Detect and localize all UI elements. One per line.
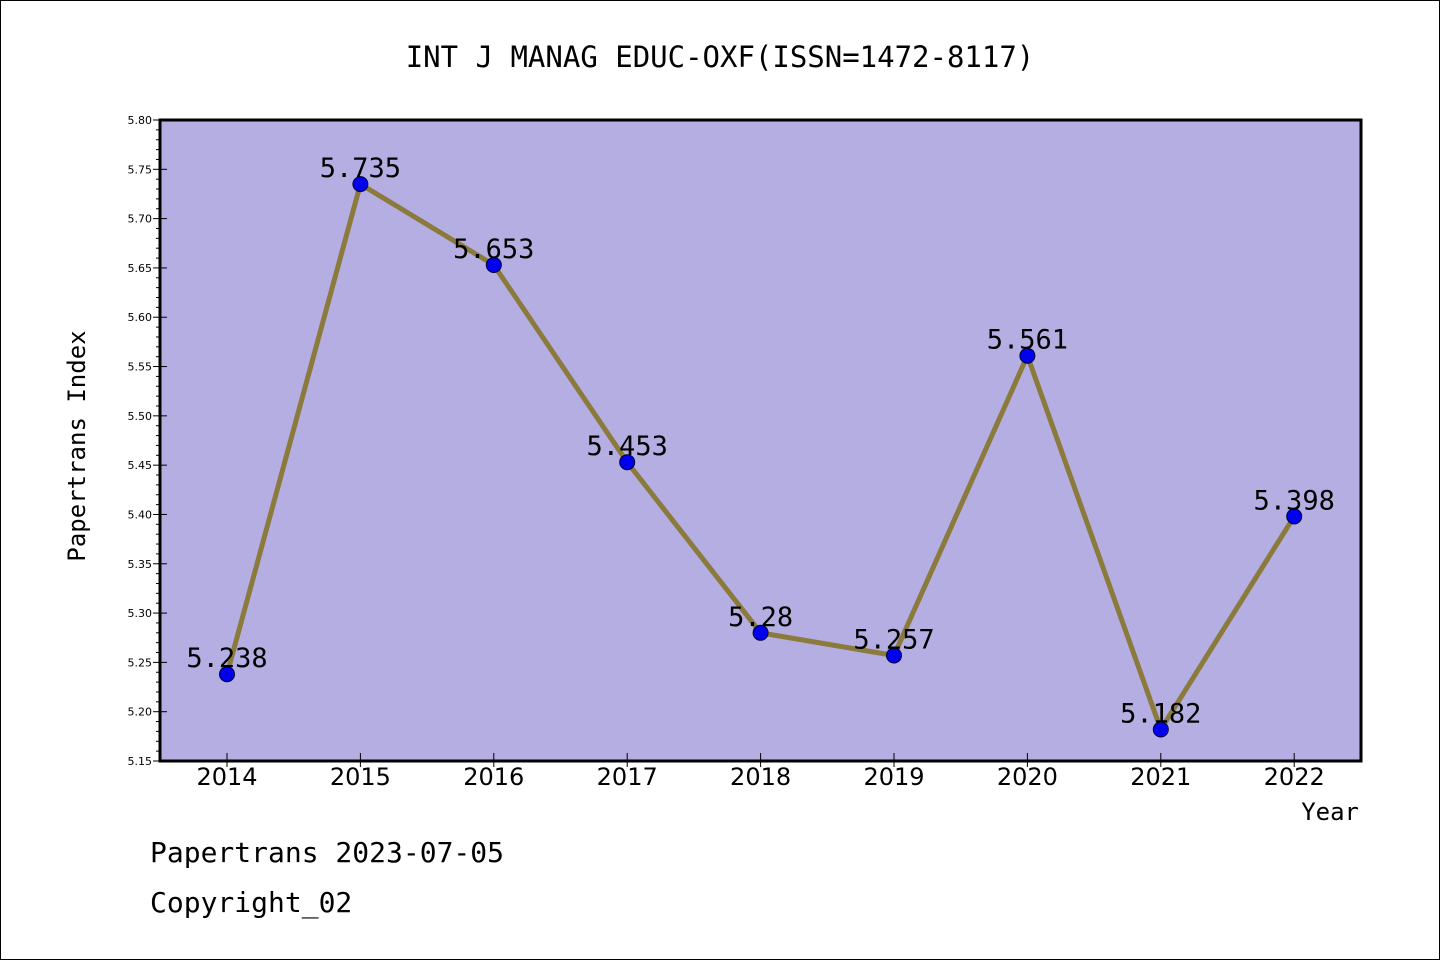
- y-axis: 5.15 5.20 5.25 5.30 5.35 5.40 5.45 5.50 5.55 5.60…: [128, 114, 167, 768]
- data-label: 5.398: [1254, 485, 1335, 516]
- y-tick-label: 5.40: [128, 508, 153, 521]
- data-label: 5.561: [987, 325, 1068, 356]
- footer-date: Papertrans 2023-07-05: [150, 836, 505, 869]
- x-tick-label: 2016: [463, 763, 524, 791]
- y-tick-label: 5.45: [128, 459, 153, 472]
- data-point: [1286, 508, 1303, 525]
- x-tick-label: 2022: [1264, 763, 1325, 791]
- y-tick-label: 5.60: [128, 311, 153, 324]
- x-tick-label: 2020: [997, 763, 1058, 791]
- data-point: [219, 666, 235, 683]
- y-tick-label: 5.20: [128, 706, 153, 719]
- y-tick-label: 5.15: [128, 755, 153, 768]
- data-label: 5.453: [587, 431, 668, 462]
- x-tick-label: 2015: [330, 763, 391, 791]
- data-label: 5.238: [186, 643, 267, 674]
- y-axis-label: Papertrans Index: [63, 330, 91, 561]
- y-tick-label: 5.30: [128, 607, 153, 620]
- data-label: 5.182: [1120, 698, 1201, 729]
- x-tick-label: 2018: [730, 763, 791, 791]
- footer-copyright: Copyright_02: [150, 886, 353, 919]
- data-labels: 5.238 5.735 5.653 5.453 5.28 5.257 5.561 5.182 5…: [186, 153, 1334, 729]
- plot-area: [158, 118, 1363, 763]
- x-axis: 2014 2015 2016 2017 2018 2019 2020 2021 2022: [196, 753, 1325, 791]
- y-tick-label: 5.55: [128, 361, 153, 374]
- data-point: [752, 624, 769, 641]
- data-label: 5.257: [853, 624, 934, 655]
- y-tick-label: 5.25: [128, 656, 153, 669]
- x-tick-label: 2017: [597, 763, 658, 791]
- x-axis-label: Year: [1301, 798, 1359, 826]
- chart-title: INT J MANAG EDUC-OXF(ISSN=1472-8117): [406, 40, 1035, 74]
- data-point: [485, 256, 502, 273]
- data-point: [352, 176, 369, 193]
- y-tick-label: 5.65: [128, 262, 153, 275]
- data-label: 5.28: [728, 602, 793, 633]
- y-tick-label: 5.35: [128, 558, 153, 571]
- data-markers: [219, 176, 1303, 738]
- y-tick-label: 5.70: [128, 213, 153, 226]
- data-point: [1152, 721, 1169, 738]
- y-tick-label: 5.80: [128, 114, 153, 127]
- data-point: [1019, 347, 1036, 364]
- y-tick-label: 5.50: [128, 410, 153, 423]
- data-label: 5.735: [320, 153, 401, 184]
- x-tick-label: 2019: [863, 763, 924, 791]
- x-tick-label: 2021: [1130, 763, 1191, 791]
- x-tick-label: 2014: [196, 763, 257, 791]
- data-label: 5.653: [453, 234, 534, 265]
- data-point: [886, 647, 902, 664]
- data-point: [619, 454, 636, 471]
- y-tick-label: 5.75: [128, 163, 153, 176]
